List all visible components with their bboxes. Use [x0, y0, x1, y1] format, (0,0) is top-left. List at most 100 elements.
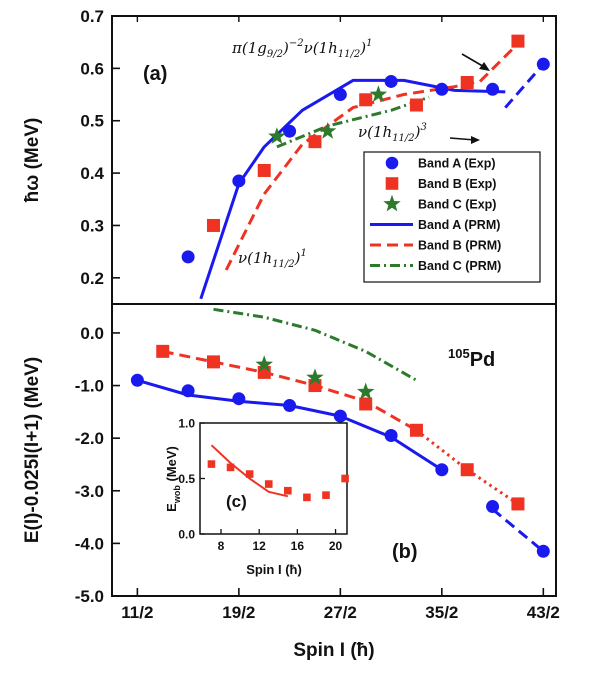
panel-b-band-c-prm-line — [213, 307, 418, 382]
panel-b-band-a-exp-point — [384, 429, 398, 443]
panel-a-points — [181, 34, 550, 264]
panel-a-band-a-exp-point — [283, 124, 297, 138]
nucleus-label: 105Pd — [448, 346, 495, 371]
panel-b-points — [130, 344, 550, 558]
panel-a-band-b-exp-point — [511, 34, 525, 48]
panel-a-y-axis-label: ħω (MeV) — [22, 118, 43, 203]
panel-b-y-tick-label: -4.0 — [75, 534, 104, 553]
panel-b-y-axis-label: E(I)-0.025I(I+1) (MeV) — [22, 357, 43, 543]
panel-b-band-b-prm-line — [162, 349, 418, 432]
panel-b-band-a-exp-point — [435, 463, 449, 477]
panel-b-band-a-exp-point — [232, 392, 246, 406]
x-tick-label: 27/2 — [324, 603, 357, 622]
inset-y-tick-label: 0.0 — [178, 528, 195, 542]
inset-exp-point — [284, 486, 292, 495]
legend-label-band-a-exp: Band A (Exp) — [418, 157, 496, 171]
x-tick-label: 43/2 — [527, 603, 560, 622]
panel-b-band-c-exp-point — [306, 368, 324, 386]
panel-a-y-tick-label: 0.5 — [80, 112, 104, 131]
panel-a-band-a-prm-continuation-line — [504, 63, 545, 109]
panel-a-label: (a) — [143, 63, 167, 85]
panel-a-band-b-exp-point — [206, 218, 220, 232]
panel-b-band-a-prm-continuation-line — [491, 508, 545, 553]
inset-exp-point — [264, 480, 273, 488]
annotation-nu-h-cubed: ν(1h11/2)3 — [358, 122, 427, 144]
panel-b-band-b-prm-dotted-line — [415, 429, 519, 506]
legend-label-band-b-prm: Band B (PRM) — [418, 239, 501, 253]
inset-exp-point — [303, 493, 311, 502]
x-tick-label: 11/2 — [121, 603, 153, 622]
panel-b-y-tick-label: -5.0 — [75, 587, 104, 606]
inset-ticks: 0.0 0.5 1.0 8 12 16 20 — [178, 417, 342, 554]
panel-a-y-tick-label: 0.6 — [80, 59, 104, 78]
panel-a-band-c-exp-point — [268, 127, 286, 144]
annotation-nu-h: ν(1h11/2)1 — [238, 248, 307, 270]
panel-a-y-tick-label: 0.2 — [80, 269, 104, 288]
panel-b-band-b-exp-point — [460, 463, 474, 477]
panel-b-label: (b) — [392, 541, 418, 563]
panel-a-band-a-exp-point — [536, 57, 550, 71]
panel-a-y-ticks: 0.2 0.3 0.4 0.5 0.6 0.7 — [80, 7, 120, 288]
inset-prm-line — [210, 444, 289, 498]
inset-x-tick-label: 12 — [253, 539, 267, 553]
panel-a-band-a-exp-point — [181, 250, 195, 264]
panel-b-band-c-exp-point — [255, 355, 273, 372]
panel-b-y-tick-label: -1.0 — [75, 377, 104, 396]
inset-c: 0.00.51.08 12 16 20 (c) Spin I (ħ) Ewob (Me… — [164, 417, 349, 577]
panel-b-band-a-exp-point — [333, 409, 347, 423]
legend-label-band-c-exp: Band C (Exp) — [418, 198, 496, 212]
x-axis-label: Spin I (ħ) — [293, 640, 374, 661]
inset-exp-point — [245, 470, 254, 478]
x-tick-label: 19/2 — [222, 603, 255, 622]
inset-exp-point — [226, 463, 235, 472]
panel-b-band-b-exp-point — [156, 344, 170, 358]
inset-y-tick-label: 0.5 — [178, 472, 195, 486]
annotation-arrow-2 — [449, 137, 476, 141]
panel-a-band-a-exp-point — [333, 88, 347, 102]
panel-b-band-c-exp-point — [357, 382, 375, 400]
x-tick-label: 35/2 — [425, 603, 458, 622]
panel-a-band-c-exp-point — [318, 122, 337, 139]
panel-a-band-b-exp-point — [257, 163, 271, 177]
legend-label-band-c-prm: Band C (PRM) — [418, 259, 501, 273]
panel-b-y-tick-label: -3.0 — [75, 482, 104, 501]
inset-y-tick-label: 1.0 — [178, 417, 195, 431]
legend-label-band-a-prm: Band A (PRM) — [418, 218, 500, 232]
panel-a-band-b-prm-line — [224, 40, 522, 271]
panel-b-band-a-exp-point — [283, 399, 297, 413]
legend-marker-band-b-exp — [385, 177, 399, 190]
inset-exp-point — [322, 491, 330, 499]
panel-a-y-tick-label: 0.4 — [80, 164, 104, 183]
legend-box — [363, 151, 541, 283]
panel-a-band-a-exp-point — [435, 82, 449, 96]
panel-b-band-b-exp-point — [359, 397, 373, 411]
panel-b-band-b-exp-point — [206, 355, 220, 369]
inset-exp-point — [341, 474, 349, 483]
panel-b-ticks: 0.0 -1.0 -2.0 -3.0 -4.0 -5.0 11/2 19/2 27/2 35/2 4… — [75, 16, 560, 622]
panel-b-frame — [111, 303, 557, 597]
panel-a-y-tick-label: 0.7 — [80, 7, 104, 26]
panel-b-band-b-exp-point — [409, 423, 423, 437]
panel-b-band-a-exp-point — [536, 544, 550, 558]
panel-a-band-b-exp-point — [409, 98, 423, 112]
panel-a-band-a-exp-point — [384, 74, 398, 88]
panel-a-band-a-exp-point — [232, 174, 246, 188]
panel-b-band-a-exp-point — [181, 384, 195, 398]
annotation-arrowhead-2 — [471, 136, 480, 144]
panel-a-band-b-exp-point — [359, 93, 373, 107]
inset-x-tick-label: 8 — [218, 539, 225, 553]
panel-a-y-tick-label: 0.3 — [80, 216, 104, 235]
panel-a-band-b-exp-point — [308, 135, 322, 149]
panel-b-y-tick-label: 0.0 — [80, 324, 104, 343]
legend: Band A (Exp) Band B (Exp) Band C (Exp) Band… — [363, 151, 541, 283]
inset-panel-label: (c) — [226, 492, 247, 511]
annotation-pi-g-nu-h: π(1g9/2)−2ν(1h11/2)1 — [231, 38, 372, 60]
inset-x-tick-label: 16 — [291, 539, 305, 553]
inset-x-tick-label: 20 — [329, 539, 343, 553]
legend-marker-band-c-exp — [383, 194, 401, 212]
inset-lines — [210, 444, 289, 498]
panel-a-band-b-exp-point — [460, 76, 474, 90]
panel-b-band-a-exp-point — [130, 373, 144, 387]
legend-marker-band-a-exp — [385, 156, 399, 170]
